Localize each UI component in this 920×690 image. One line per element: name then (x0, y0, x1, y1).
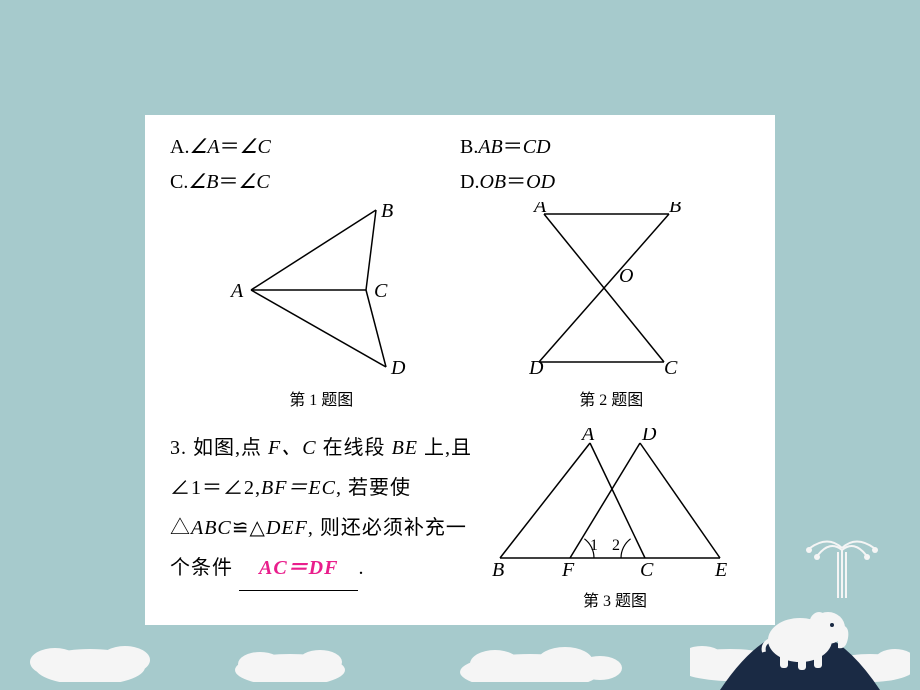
svg-text:O: O (619, 265, 633, 287)
q3-t3c: △ (250, 517, 266, 539)
svg-text:A: A (532, 202, 547, 217)
figure-3-caption: 第 3 题图 (583, 587, 647, 611)
q3-cong: ≌ (232, 517, 250, 539)
option-c: C. ∠B ＝ ∠C (170, 165, 460, 194)
option-b: B. AB ＝ CD (460, 130, 551, 159)
svg-text:2: 2 (612, 537, 620, 554)
svg-text:A: A (229, 280, 244, 302)
figure-1-col: A B C D 第 1 题图 (226, 202, 416, 410)
svg-text:C: C (374, 280, 388, 302)
option-d: D. OB ＝ OD (460, 165, 555, 194)
svg-text:C: C (664, 357, 678, 379)
svg-text:D: D (641, 428, 657, 445)
q3-t3e: , (308, 517, 314, 539)
options-row-1: A. ∠A ＝ ∠C B. AB ＝ CD (170, 130, 750, 159)
q3-t3d: DEF (266, 517, 308, 539)
figure-1-svg: A B C D (226, 202, 416, 382)
q3-t1b: F、C (268, 437, 317, 459)
figure-2-svg: A B C D O (529, 202, 694, 382)
q3-t1d: BE (392, 437, 418, 459)
svg-text:B: B (669, 202, 681, 217)
svg-text:1: 1 (590, 537, 598, 554)
option-b-left: AB (478, 136, 502, 159)
option-d-rel: ＝ (506, 165, 526, 194)
figure-1-caption: 第 1 题图 (289, 386, 353, 410)
option-c-rel: ＝ (219, 165, 239, 194)
svg-text:A: A (580, 428, 595, 445)
answer-blank: AC＝DF (239, 548, 358, 591)
option-c-left: ∠B (188, 169, 218, 194)
option-a-label: A. (170, 136, 189, 159)
content-panel: A. ∠A ＝ ∠C B. AB ＝ CD C. ∠B ＝ ∠C D. OB ＝… (145, 115, 775, 625)
figures-row: A B C D 第 1 题图 A B C D O 第 2 题图 (170, 202, 750, 410)
q3-t2b: BF＝EC (261, 477, 336, 499)
question-3-text: 3. 如图,点 F、C 在线段 BE 上,且∠1＝∠2,BF＝EC, 若要使 △… (170, 428, 480, 611)
options-row-2: C. ∠B ＝ ∠C D. OB ＝ OD (170, 165, 750, 194)
svg-text:B: B (492, 559, 504, 581)
figure-2-col: A B C D O 第 2 题图 (529, 202, 694, 410)
q3-t2c: , (336, 477, 342, 499)
option-d-label: D. (460, 171, 479, 194)
option-d-left: OB (479, 171, 506, 194)
svg-text:B: B (381, 202, 393, 222)
svg-text:D: D (390, 357, 406, 379)
q3-t3b: ABC (191, 517, 232, 539)
figure-2-caption: 第 2 题图 (579, 386, 643, 410)
q3-period: . (358, 557, 364, 579)
answer-text: AC＝DF (259, 557, 338, 579)
svg-text:C: C (640, 559, 654, 581)
option-d-right: OD (526, 171, 555, 194)
option-b-rel: ＝ (503, 130, 523, 159)
option-a-right: ∠C (240, 134, 271, 159)
q3-t1: 如图,点 (193, 437, 268, 459)
option-a-left: ∠A (189, 134, 219, 159)
option-b-label: B. (460, 136, 478, 159)
svg-text:D: D (529, 357, 544, 379)
q3-t1c: 在线段 (317, 437, 392, 459)
option-c-label: C. (170, 171, 188, 194)
option-c-right: ∠C (239, 169, 270, 194)
option-a: A. ∠A ＝ ∠C (170, 130, 460, 159)
clouds-decoration (0, 612, 700, 682)
option-b-right: CD (523, 136, 551, 159)
option-a-rel: ＝ (220, 130, 240, 159)
elephant-island-decoration (690, 530, 910, 690)
q3-num: 3. (170, 437, 187, 459)
question-3-row: 3. 如图,点 F、C 在线段 BE 上,且∠1＝∠2,BF＝EC, 若要使 △… (170, 428, 750, 611)
svg-text:F: F (561, 559, 575, 581)
